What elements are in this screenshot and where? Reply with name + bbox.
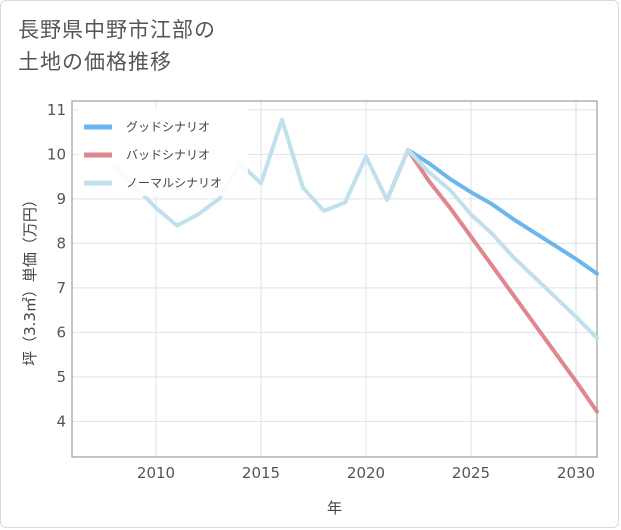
chart-title-line1: 長野県中野市江部の xyxy=(18,18,216,42)
y-tick-label: 7 xyxy=(56,279,66,297)
x-tick-label: 2020 xyxy=(347,464,385,482)
legend-label-1: バッドシナリオ xyxy=(126,148,210,162)
x-axis-ticks: 2010 2015 2020 2025 2030 xyxy=(137,464,595,482)
y-axis-ticks: 4 5 6 7 8 9 10 11 xyxy=(47,101,66,430)
y-tick-label: 11 xyxy=(47,101,66,119)
series-line-2 xyxy=(112,117,599,341)
x-tick-label: 2015 xyxy=(242,464,280,482)
x-axis-label: 年 xyxy=(327,499,342,517)
chart-title-line2: 土地の価格推移 xyxy=(18,50,172,74)
x-tick-label: 2010 xyxy=(137,464,175,482)
legend-label-2: ノーマルシナリオ xyxy=(126,176,222,190)
x-tick-label: 2030 xyxy=(557,464,595,482)
chart-title: 長野県中野市江部の 土地の価格推移 xyxy=(18,14,216,78)
y-tick-label: 4 xyxy=(56,412,66,430)
series-line-1 xyxy=(385,147,599,414)
y-tick-label: 5 xyxy=(56,368,66,386)
plot-area xyxy=(71,100,598,458)
x-tick-label: 2025 xyxy=(452,464,490,482)
legend-label-0: グッドシナリオ xyxy=(126,120,210,134)
y-tick-label: 6 xyxy=(56,323,66,341)
y-tick-label: 8 xyxy=(56,234,66,252)
y-axis-label: 坪（3.3㎡）単価（万円） xyxy=(21,192,39,366)
y-tick-label: 10 xyxy=(47,145,66,163)
y-tick-label: 9 xyxy=(56,190,66,208)
series-lines xyxy=(112,117,599,414)
series-line-0 xyxy=(406,147,599,276)
